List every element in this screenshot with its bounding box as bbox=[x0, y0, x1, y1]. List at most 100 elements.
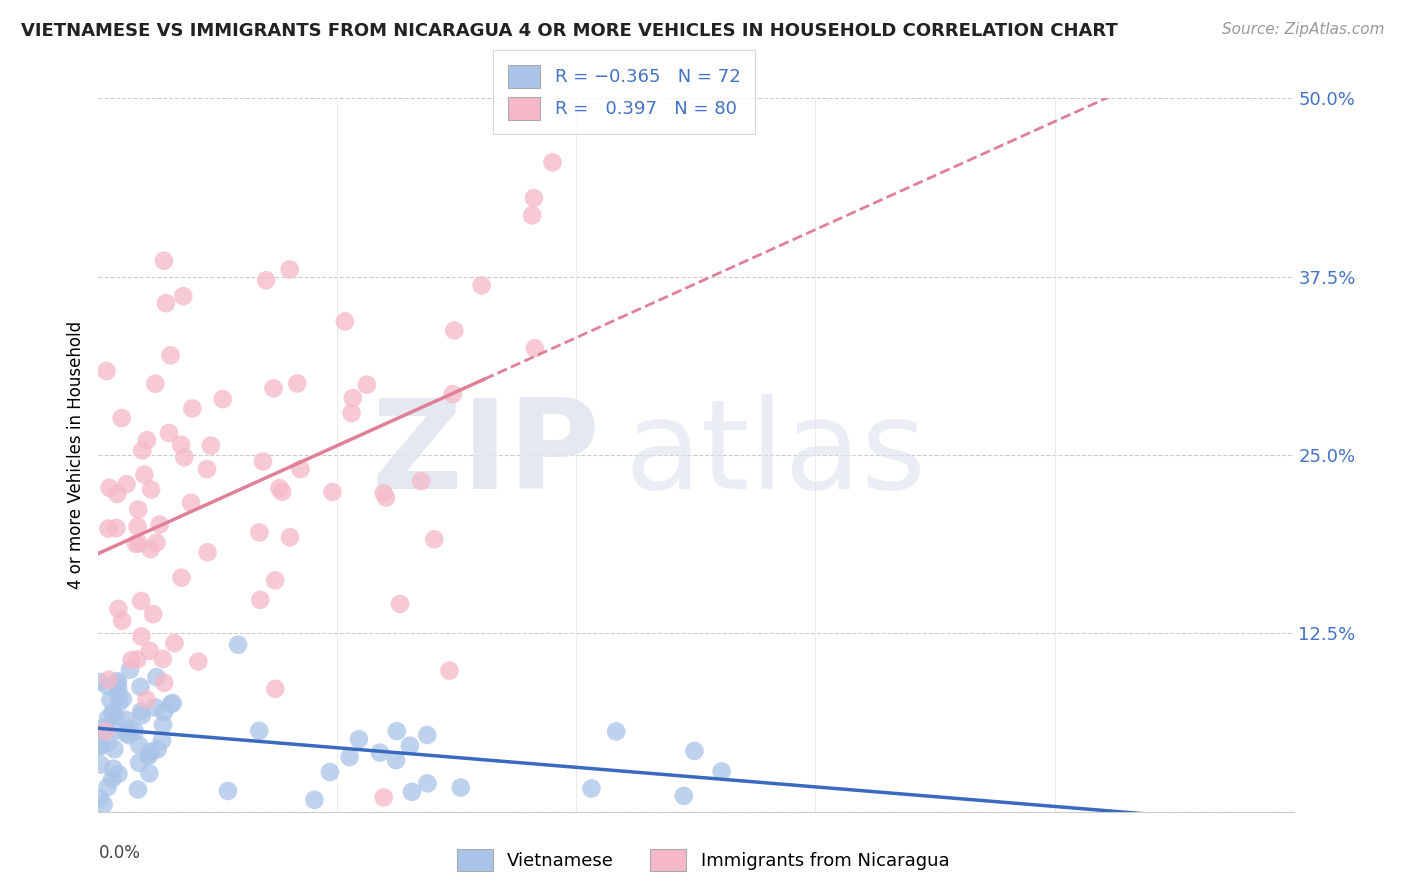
Point bbox=[373, 790, 395, 805]
Point bbox=[138, 747, 160, 761]
Point bbox=[373, 486, 395, 500]
Point bbox=[125, 537, 148, 551]
Point bbox=[149, 517, 172, 532]
Point bbox=[710, 764, 733, 779]
Point bbox=[264, 681, 287, 696]
Point bbox=[153, 253, 176, 268]
Point bbox=[139, 483, 162, 497]
Point bbox=[304, 793, 326, 807]
Point bbox=[254, 273, 277, 287]
Point bbox=[195, 462, 218, 476]
Point bbox=[128, 536, 150, 550]
Point bbox=[111, 411, 134, 425]
Point bbox=[145, 535, 167, 549]
Point bbox=[121, 653, 143, 667]
Point bbox=[97, 522, 120, 536]
Legend: R = −0.365   N = 72, R =   0.397   N = 80: R = −0.365 N = 72, R = 0.397 N = 80 bbox=[494, 50, 755, 135]
Point bbox=[247, 723, 270, 738]
Point bbox=[411, 474, 433, 488]
Point bbox=[104, 710, 127, 724]
Point bbox=[173, 450, 195, 465]
Point bbox=[105, 723, 128, 738]
Point bbox=[523, 341, 546, 355]
Point bbox=[226, 638, 249, 652]
Point bbox=[356, 377, 378, 392]
Point bbox=[107, 681, 129, 696]
Point bbox=[385, 724, 408, 739]
Point bbox=[385, 753, 408, 767]
Point bbox=[115, 726, 138, 740]
Point bbox=[139, 644, 162, 658]
Point bbox=[439, 664, 461, 678]
Point bbox=[155, 296, 177, 310]
Point bbox=[115, 477, 138, 491]
Point bbox=[163, 636, 186, 650]
Point bbox=[105, 521, 128, 535]
Point bbox=[139, 542, 162, 557]
Point bbox=[450, 780, 472, 795]
Point bbox=[129, 680, 152, 694]
Point bbox=[321, 485, 343, 500]
Point bbox=[441, 387, 464, 401]
Point bbox=[105, 487, 128, 501]
Point bbox=[200, 439, 222, 453]
Point bbox=[138, 766, 160, 780]
Point bbox=[111, 614, 134, 628]
Point bbox=[247, 525, 270, 540]
Point bbox=[264, 574, 287, 588]
Point bbox=[339, 750, 361, 764]
Point bbox=[153, 675, 176, 690]
Point bbox=[107, 696, 129, 710]
Point bbox=[127, 652, 149, 666]
Point bbox=[100, 692, 122, 706]
Point bbox=[98, 481, 121, 495]
Point bbox=[399, 739, 422, 753]
Point bbox=[416, 776, 439, 790]
Point bbox=[160, 697, 183, 711]
Point bbox=[96, 780, 118, 794]
Point bbox=[388, 597, 411, 611]
Point bbox=[211, 392, 233, 406]
Point bbox=[520, 208, 543, 222]
Point bbox=[129, 594, 152, 608]
Point bbox=[170, 438, 193, 452]
Point bbox=[249, 592, 271, 607]
Point bbox=[523, 191, 546, 205]
Point bbox=[181, 401, 204, 416]
Point bbox=[170, 571, 193, 585]
Point bbox=[581, 781, 603, 796]
Point bbox=[672, 789, 695, 803]
Point bbox=[96, 364, 118, 378]
Point bbox=[143, 700, 166, 714]
Point bbox=[145, 376, 167, 391]
Point bbox=[136, 433, 159, 447]
Point bbox=[142, 607, 165, 621]
Point bbox=[118, 722, 141, 736]
Text: Source: ZipAtlas.com: Source: ZipAtlas.com bbox=[1222, 22, 1385, 37]
Text: VIETNAMESE VS IMMIGRANTS FROM NICARAGUA 4 OR MORE VEHICLES IN HOUSEHOLD CORRELAT: VIETNAMESE VS IMMIGRANTS FROM NICARAGUA … bbox=[21, 22, 1118, 40]
Point bbox=[138, 749, 160, 764]
Point bbox=[416, 728, 439, 742]
Point bbox=[252, 454, 274, 468]
Point bbox=[103, 762, 125, 776]
Point bbox=[375, 491, 398, 505]
Point bbox=[115, 713, 138, 727]
Point bbox=[89, 739, 111, 754]
Point bbox=[145, 670, 167, 684]
Point bbox=[278, 262, 301, 277]
Point bbox=[103, 742, 125, 756]
Point bbox=[139, 745, 162, 759]
Point bbox=[263, 381, 285, 395]
Point bbox=[90, 738, 112, 752]
Text: atlas: atlas bbox=[624, 394, 927, 516]
Point bbox=[107, 602, 129, 616]
Point bbox=[683, 744, 706, 758]
Point bbox=[97, 679, 120, 693]
Point bbox=[172, 289, 194, 303]
Point bbox=[162, 696, 184, 710]
Point bbox=[340, 406, 363, 420]
Point bbox=[97, 736, 120, 750]
Point bbox=[108, 689, 131, 703]
Point bbox=[128, 756, 150, 770]
Legend: Vietnamese, Immigrants from Nicaragua: Vietnamese, Immigrants from Nicaragua bbox=[450, 842, 956, 879]
